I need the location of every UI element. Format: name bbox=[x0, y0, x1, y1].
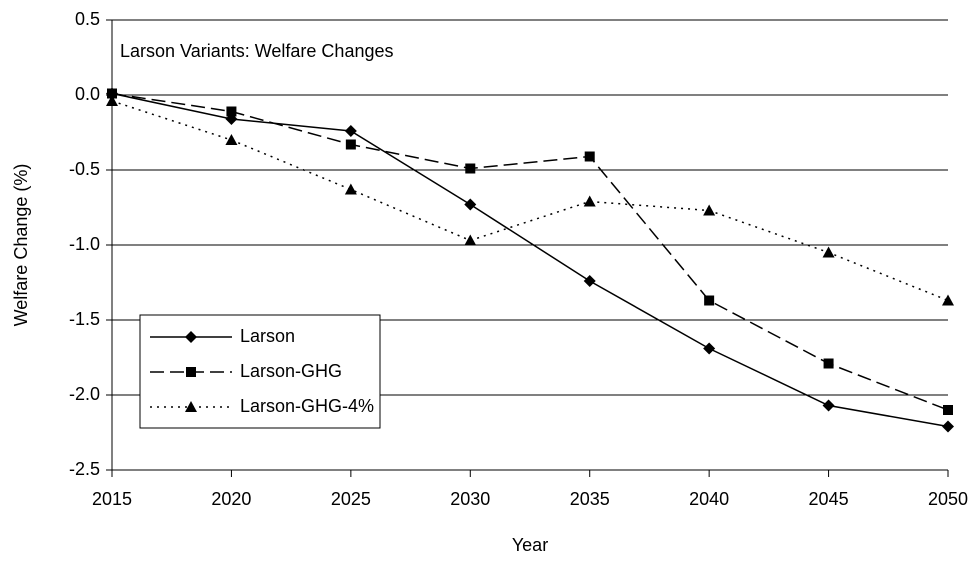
marker bbox=[703, 204, 716, 216]
y-tick-label: -1.5 bbox=[69, 309, 100, 329]
marker bbox=[942, 294, 954, 306]
series-line bbox=[111, 92, 949, 428]
y-tick-label: -0.5 bbox=[69, 159, 100, 179]
x-tick-label: 2035 bbox=[570, 489, 610, 509]
x-tick-label: 2025 bbox=[331, 489, 371, 509]
marker bbox=[584, 151, 595, 162]
y-tick-label: -2.5 bbox=[69, 459, 100, 479]
marker bbox=[942, 420, 954, 433]
marker bbox=[185, 331, 197, 343]
series-line bbox=[111, 100, 949, 302]
chart-title: Larson Variants: Welfare Changes bbox=[120, 41, 393, 61]
marker bbox=[185, 401, 197, 412]
y-tick-label: 0.5 bbox=[75, 9, 100, 29]
marker bbox=[583, 275, 596, 287]
y-tick-label: 0.0 bbox=[75, 84, 100, 104]
series-line bbox=[111, 92, 949, 411]
legend-label: Larson bbox=[240, 326, 295, 346]
marker bbox=[823, 358, 834, 369]
marker bbox=[344, 125, 357, 137]
y-tick-label: -1.0 bbox=[69, 234, 100, 254]
marker bbox=[107, 88, 117, 99]
marker bbox=[464, 234, 477, 246]
legend-label: Larson-GHG-4% bbox=[240, 396, 374, 416]
x-tick-label: 2040 bbox=[689, 489, 729, 509]
x-tick-label: 2045 bbox=[809, 489, 849, 509]
marker bbox=[345, 139, 356, 150]
marker bbox=[106, 95, 118, 106]
marker bbox=[226, 106, 237, 117]
marker bbox=[583, 195, 596, 207]
marker bbox=[186, 367, 196, 377]
marker bbox=[943, 405, 953, 415]
x-tick-label: 2015 bbox=[92, 489, 132, 509]
marker bbox=[344, 183, 357, 195]
marker bbox=[225, 134, 238, 145]
x-tick-label: 2030 bbox=[450, 489, 490, 509]
x-tick-label: 2050 bbox=[928, 489, 968, 509]
marker bbox=[464, 198, 477, 211]
marker bbox=[704, 295, 715, 306]
y-axis-label: Welfare Change (%) bbox=[11, 164, 31, 327]
marker bbox=[703, 342, 716, 355]
marker bbox=[465, 163, 476, 174]
x-tick-label: 2020 bbox=[211, 489, 251, 509]
marker bbox=[822, 246, 835, 258]
x-axis-label: Year bbox=[512, 535, 548, 555]
legend-label: Larson-GHG bbox=[240, 361, 342, 381]
marker bbox=[822, 399, 835, 412]
y-tick-label: -2.0 bbox=[69, 384, 100, 404]
